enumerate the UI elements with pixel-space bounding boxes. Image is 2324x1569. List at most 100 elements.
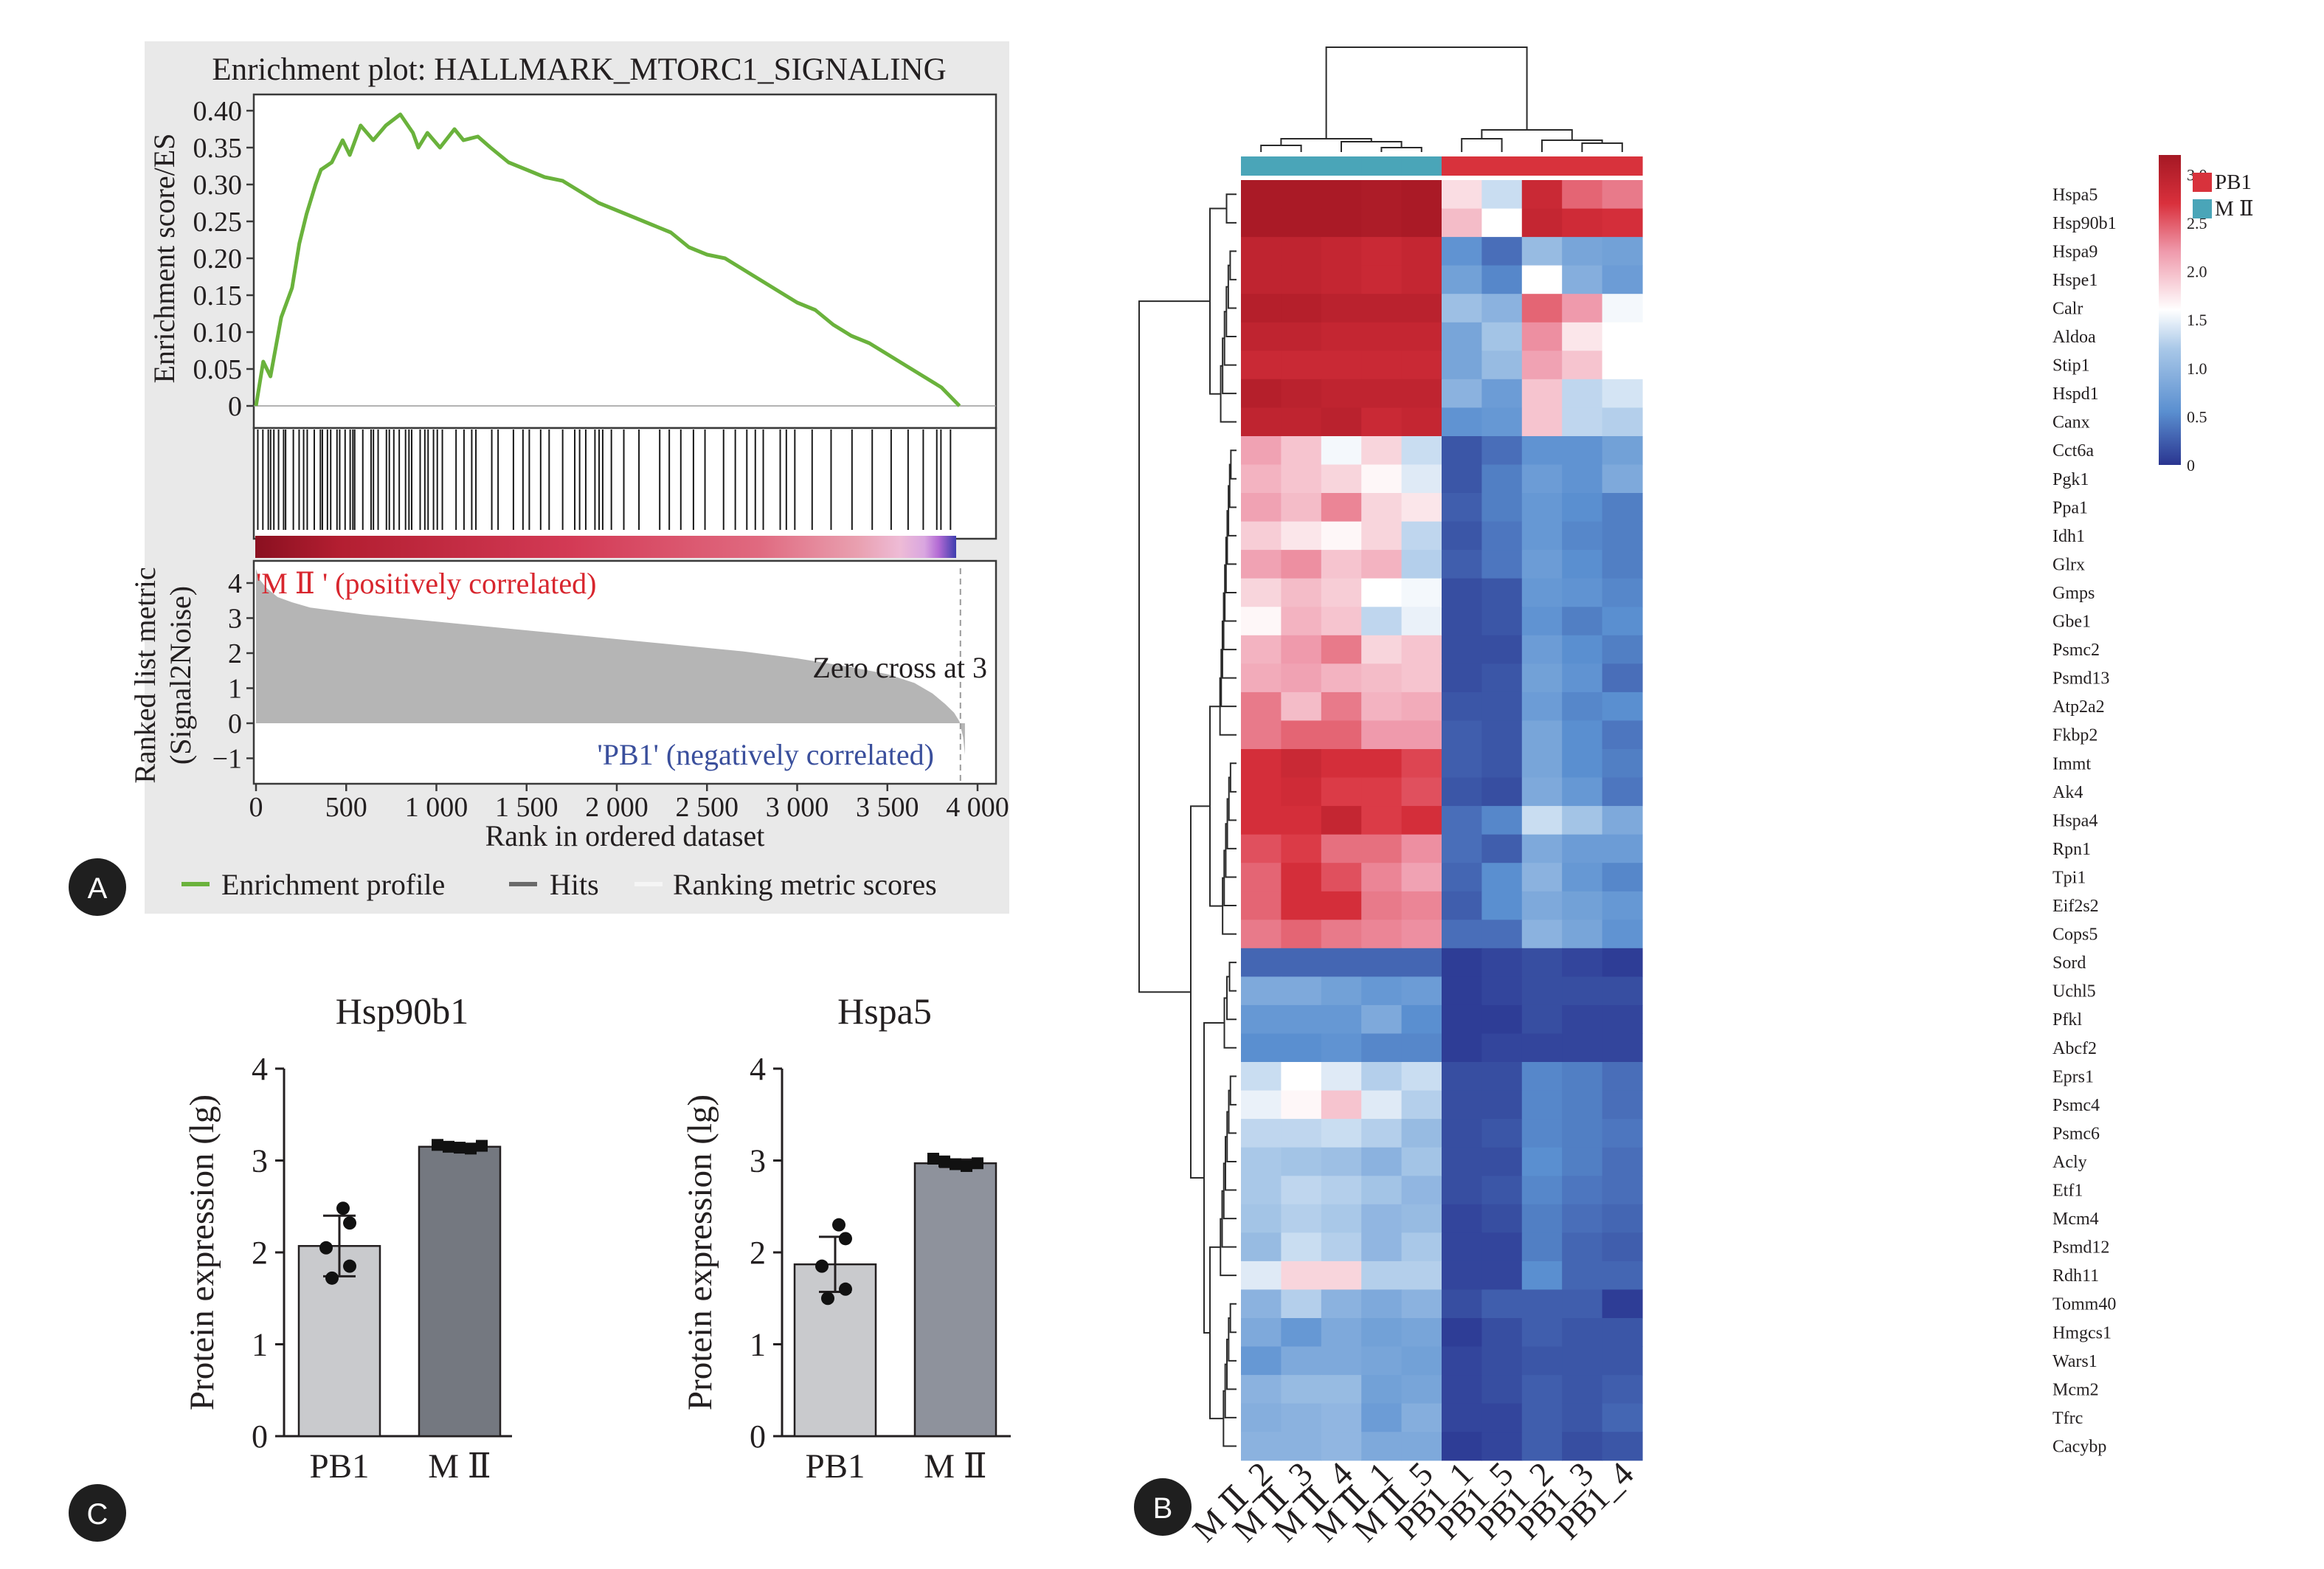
heatmap-cell — [1521, 436, 1563, 466]
heatmap-cell — [1241, 550, 1282, 579]
row-dendrogram-link — [1138, 300, 1210, 993]
heatmap-cell — [1361, 550, 1403, 579]
heatmap-cell — [1361, 635, 1403, 664]
x-tick-label: 4 000 — [946, 792, 1009, 823]
heatmap-cell — [1281, 550, 1322, 579]
heatmap-cell — [1321, 806, 1362, 835]
es-tick-label: 0.25 — [193, 207, 243, 238]
heatmap-cell — [1521, 521, 1563, 551]
heatmap-cell — [1481, 1318, 1523, 1348]
es-tick-label: 0.35 — [193, 133, 243, 164]
heatmap-cell — [1602, 464, 1643, 494]
row-label-hsp90b1: Hsp90b1 — [2052, 214, 2117, 233]
heatmap-cell — [1401, 464, 1442, 494]
row-label-cct6a: Cct6a — [2052, 441, 2094, 461]
heatmap-cell — [1481, 436, 1523, 466]
heatmap-cell — [1241, 379, 1282, 408]
data-point — [465, 1142, 477, 1155]
heatmap-cell — [1521, 976, 1563, 1006]
heatmap-cell — [1321, 692, 1362, 721]
heatmap-cell — [1401, 265, 1442, 294]
heatmap-cell — [1481, 948, 1523, 977]
heatmap-cell — [1361, 948, 1403, 977]
heatmap-cell — [1562, 749, 1603, 779]
y-tick-label: 4 — [750, 1051, 766, 1087]
row-dendrogram-link — [1225, 537, 1237, 593]
heatmap-cell — [1241, 1346, 1282, 1376]
heatmap-cell — [1401, 578, 1442, 607]
heatmap-cell — [1481, 663, 1523, 693]
heatmap-cell — [1241, 407, 1282, 437]
heatmap-cell — [1281, 237, 1322, 266]
heatmap-cell — [1481, 550, 1523, 579]
heatmap-cell — [1281, 521, 1322, 551]
heatmap-cell — [1241, 180, 1282, 210]
heatmap-cell — [1562, 351, 1603, 380]
x-tick-label: 2 000 — [585, 792, 649, 823]
heatmap-cell — [1602, 578, 1643, 607]
y-tick-label: 3 — [750, 1143, 766, 1179]
heatmap-cell — [1281, 208, 1322, 238]
row-label-fkbp2: Fkbp2 — [2052, 726, 2098, 745]
heatmap-cell — [1401, 208, 1442, 238]
row-label-atp2a2: Atp2a2 — [2052, 697, 2105, 717]
heatmap-cell — [1321, 351, 1362, 380]
row-label-hspa4: Hspa4 — [2052, 811, 2098, 830]
heatmap-cell — [1602, 692, 1643, 721]
heatmap-cell — [1241, 663, 1282, 693]
heatmap-cell — [1602, 1033, 1643, 1063]
heatmap-cell — [1442, 436, 1482, 466]
heatmap-cell — [1281, 692, 1322, 721]
heatmap-cell — [1241, 1289, 1282, 1319]
heatmap-cell — [1442, 607, 1482, 636]
heatmap-cell — [1481, 920, 1523, 949]
row-label-abcf2: Abcf2 — [2052, 1039, 2097, 1058]
heatmap-cell — [1281, 834, 1322, 863]
heatmap-cell — [1241, 1004, 1282, 1034]
heatmap-cell — [1401, 237, 1442, 266]
heatmap-cell — [1481, 407, 1523, 437]
heatmap-cell — [1521, 1090, 1563, 1120]
heatmap-cell — [1321, 948, 1362, 977]
heatmap-cell — [1521, 1204, 1563, 1233]
heatmap-cell — [1521, 1176, 1563, 1205]
heatmap-cell — [1481, 208, 1523, 238]
heatmap-cell — [1602, 1375, 1643, 1404]
heatmap-cell — [1521, 493, 1563, 523]
ranked-metric-area — [256, 569, 965, 755]
heatmap-cell — [1442, 1432, 1482, 1461]
bar-chart-title: Hsp90b1 — [336, 990, 469, 1032]
heatmap-cell — [1562, 550, 1603, 579]
heatmap-cell — [1281, 1318, 1322, 1348]
heatmap-cell — [1241, 834, 1282, 863]
heatmap-cell — [1281, 1432, 1322, 1461]
y-tick-label: 2 — [750, 1235, 766, 1271]
row-label-psmc6: Psmc6 — [2052, 1124, 2100, 1143]
row-label-hspd1: Hspd1 — [2052, 385, 2099, 404]
heatmap-cell — [1281, 180, 1322, 210]
heatmap-cell — [1241, 635, 1282, 664]
heatmap-cell — [1401, 1346, 1442, 1376]
y-tick-label: 2 — [252, 1235, 268, 1271]
row-dendrogram-link — [1190, 805, 1210, 1179]
heatmap-cell — [1241, 1403, 1282, 1432]
heatmap-cell — [1281, 948, 1322, 977]
row-dendrogram-link — [1226, 976, 1237, 1021]
heatmap-cell — [1241, 1119, 1282, 1148]
heatmap-cell — [1442, 1090, 1482, 1120]
heatmap-cell — [1562, 635, 1603, 664]
heatmap-cell — [1521, 806, 1563, 835]
group-annotation-cell — [1521, 156, 1563, 176]
legend-metric-label: Ranking metric scores — [673, 868, 937, 901]
heatmap-cell — [1361, 720, 1403, 750]
heatmap-cell — [1521, 1004, 1563, 1034]
heatmap-cell — [1602, 265, 1643, 294]
heatmap-cell — [1442, 1204, 1482, 1233]
heatmap-cell — [1361, 607, 1403, 636]
heatmap-cell — [1521, 1062, 1563, 1092]
row-label-eif2s2: Eif2s2 — [2052, 897, 2099, 916]
heatmap-cell — [1521, 663, 1563, 693]
pb1-correlation-label: 'PB1' (negatively correlated) — [598, 738, 934, 771]
heatmap-cell — [1521, 1033, 1563, 1063]
heatmap-cell — [1521, 692, 1563, 721]
